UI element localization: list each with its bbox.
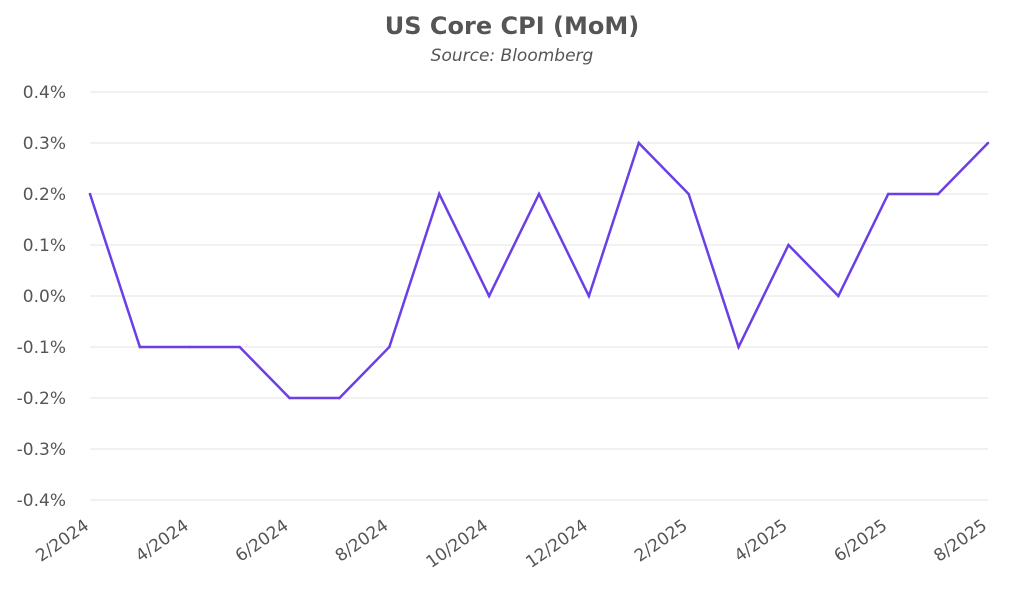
data-point — [737, 345, 740, 349]
series-line — [88, 140, 989, 400]
data-point — [936, 192, 940, 196]
data-point — [886, 192, 890, 196]
y-tick-label: -0.3% — [17, 440, 66, 460]
data-point — [188, 345, 192, 349]
y-tick-label: -0.4% — [17, 491, 66, 511]
data-point — [88, 192, 92, 196]
y-tick-label: 0.4% — [23, 83, 66, 103]
data-point — [437, 192, 441, 196]
data-point — [537, 192, 541, 196]
x-tick-label: 10/2024 — [423, 516, 492, 573]
data-point — [587, 294, 591, 298]
y-tick-label: 0.1% — [23, 236, 66, 256]
data-point — [338, 396, 341, 400]
x-tick-label: 2/2024 — [32, 516, 92, 567]
data-point — [388, 345, 391, 349]
x-tick-label: 2/2025 — [631, 516, 691, 567]
data-point — [837, 294, 840, 298]
y-tick-label: 0.2% — [23, 185, 66, 205]
data-point — [787, 243, 790, 247]
x-tick-label: 8/2025 — [930, 516, 990, 567]
y-tick-label: 0.0% — [23, 287, 66, 307]
x-tick-label: 8/2024 — [332, 516, 392, 567]
x-tick-label: 6/2024 — [232, 516, 292, 567]
data-point — [238, 345, 241, 349]
y-tick-label: -0.1% — [17, 338, 66, 358]
data-point — [637, 141, 641, 145]
data-point — [687, 192, 690, 196]
x-tick-label: 4/2024 — [132, 516, 192, 567]
data-point — [986, 141, 990, 145]
data-point — [288, 396, 291, 400]
y-tick-label: 0.3% — [23, 134, 66, 154]
chart-subtitle: Source: Bloomberg — [430, 46, 594, 66]
y-tick-label: -0.2% — [17, 389, 66, 409]
data-point — [487, 294, 491, 298]
x-tick-label: 4/2025 — [731, 516, 791, 567]
x-tick-label: 6/2025 — [831, 516, 891, 567]
x-tick-label: 12/2024 — [522, 516, 591, 573]
chart-title: US Core CPI (MoM) — [384, 12, 640, 40]
data-point — [138, 345, 142, 349]
